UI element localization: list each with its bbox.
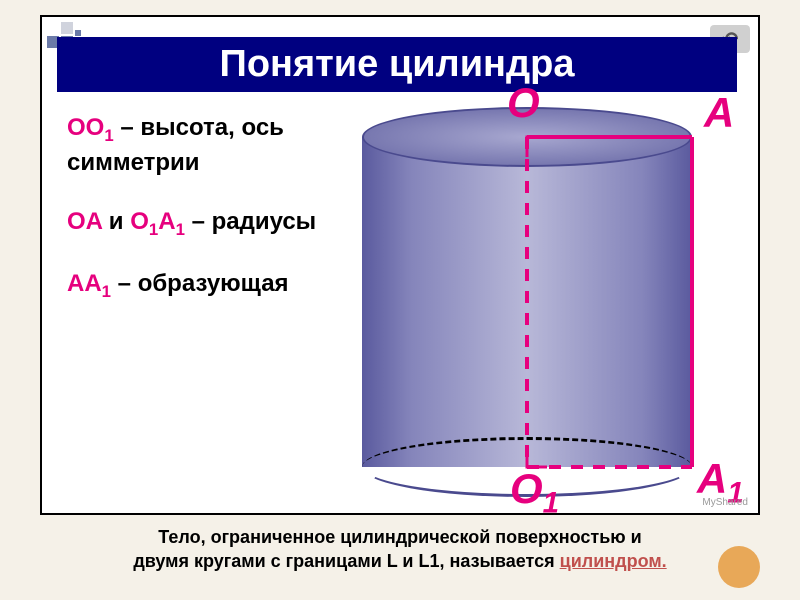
radius-definition: OA и O1A1 – радиусы [67, 206, 317, 241]
point-O: O [507, 79, 540, 127]
watermark: MyShared [702, 497, 748, 508]
height-definition: OO1 – высота, ось симметрии [67, 112, 317, 178]
point-A: A [704, 89, 734, 137]
nav-circle-button[interactable] [718, 546, 760, 588]
slide-frame: ↶ Понятие цилиндра OO1 – высота, ось сим… [40, 15, 760, 515]
caption-link[interactable]: цилиндром. [560, 551, 667, 571]
cylinder-lines [322, 97, 762, 507]
definitions-block: OO1 – высота, ось симметрии OA и O1A1 – … [67, 112, 317, 331]
caption-text: Тело, ограниченное цилиндрической поверх… [80, 525, 720, 574]
cylinder-diagram: O A O1 A1 [322, 97, 762, 507]
generatrix-definition: AA1 – образующая [67, 268, 317, 303]
point-O1: O1 [510, 465, 559, 520]
title-bar: Понятие цилиндра [57, 37, 737, 92]
